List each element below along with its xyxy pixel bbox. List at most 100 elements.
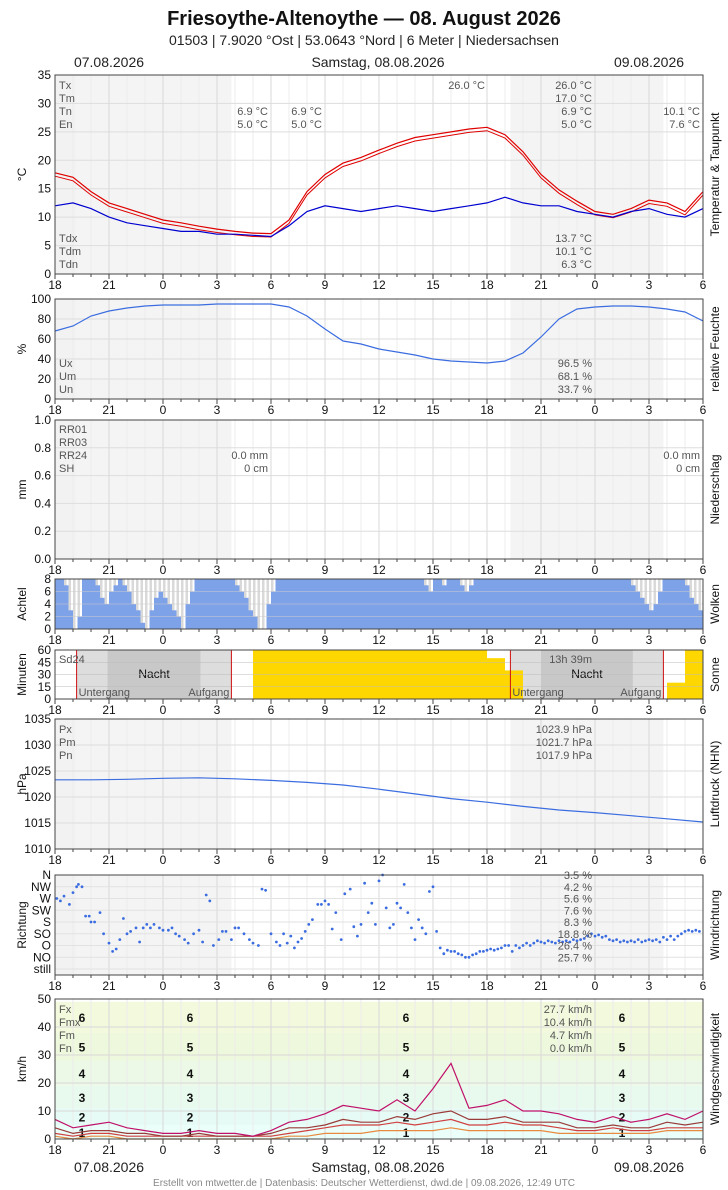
wind-direction-point bbox=[482, 950, 485, 953]
wind-direction-point bbox=[521, 944, 525, 947]
wind-direction-point bbox=[293, 946, 296, 950]
precipitation-xtick-label: 21 bbox=[102, 563, 116, 577]
wind-direction-point bbox=[98, 911, 102, 914]
sunshine-legend-name: Sd24 bbox=[59, 654, 85, 666]
wind-direction-point bbox=[593, 934, 597, 938]
clouds-xtick-label: 6 bbox=[700, 633, 707, 647]
date-left-top: 07.08.2026 bbox=[74, 54, 144, 70]
wind-direction-legend-value: 5.6 % bbox=[564, 894, 592, 906]
clouds-xtick-label: 12 bbox=[372, 633, 386, 647]
wind-direction-category-label: still bbox=[34, 962, 51, 976]
wind-direction-point bbox=[343, 892, 347, 896]
wind-direction-point bbox=[582, 937, 586, 940]
wind-speed-bft-label: 4 bbox=[619, 1067, 626, 1081]
precipitation-night-shade bbox=[55, 420, 77, 559]
humidity-xtick-label: 6 bbox=[700, 403, 707, 417]
clouds-bar bbox=[698, 610, 703, 630]
wind_speed-xtick-label: 15 bbox=[426, 1143, 440, 1157]
precipitation-ytick-label: 0.0 bbox=[34, 552, 51, 566]
wind_direction-xtick-label: 6 bbox=[268, 979, 275, 993]
humidity-xtick-label: 0 bbox=[592, 403, 599, 417]
wind-direction-point bbox=[406, 911, 410, 914]
sunshine-xtick-label: 6 bbox=[268, 703, 275, 717]
pressure-ytick-label: 1025 bbox=[24, 764, 51, 778]
sunshine-bar bbox=[667, 682, 685, 699]
wind-direction-point bbox=[311, 918, 314, 921]
clouds-bar bbox=[95, 585, 100, 630]
wind_direction-xtick-label: 3 bbox=[214, 979, 221, 993]
temperature-night-shade bbox=[76, 75, 232, 274]
clouds-ytick-label: 6 bbox=[44, 585, 51, 599]
wind-direction-point bbox=[428, 890, 431, 893]
precipitation-ytick-label: 0.4 bbox=[34, 496, 51, 510]
wind-direction-point bbox=[152, 923, 156, 926]
wind-direction-point bbox=[158, 926, 161, 930]
wind-direction-point bbox=[694, 928, 698, 932]
sunshine-xtick-label: 18 bbox=[480, 703, 494, 717]
wind-speed-ytick-label: 20 bbox=[38, 1076, 52, 1090]
clouds-bar bbox=[235, 585, 240, 630]
humidity-xtick-label: 12 bbox=[372, 403, 386, 417]
pressure-xtick-label: 6 bbox=[700, 853, 707, 867]
pressure-series-P bbox=[55, 777, 704, 823]
temperature-ytick-label: 10 bbox=[38, 210, 52, 224]
pressure-legend-value: 1023.9 hPa bbox=[536, 724, 593, 736]
pressure-night-shade bbox=[76, 719, 232, 849]
clouds-ytick-label: 8 bbox=[44, 572, 51, 586]
wind-direction-point bbox=[282, 932, 285, 936]
clouds-bar bbox=[428, 591, 433, 629]
clouds-xtick-label: 3 bbox=[214, 633, 221, 647]
wind-direction-point bbox=[377, 879, 381, 883]
clouds-bar bbox=[172, 610, 177, 630]
temperature-xtick-label: 21 bbox=[102, 278, 116, 292]
wind-direction-point bbox=[618, 940, 622, 944]
wind-direction-point bbox=[644, 939, 647, 943]
temperature-xtick-label: 3 bbox=[646, 278, 653, 292]
pressure-xtick-label: 0 bbox=[160, 853, 167, 867]
humidity-xtick-label: 21 bbox=[102, 403, 116, 417]
wind-speed-bft-label: 4 bbox=[79, 1067, 86, 1081]
clouds-bar bbox=[154, 597, 159, 630]
temperature-xtick-label: 21 bbox=[534, 278, 548, 292]
wind-direction-point bbox=[640, 940, 644, 944]
clouds-ytick-label: 2 bbox=[44, 610, 51, 624]
clouds-bar bbox=[271, 591, 276, 629]
wind_direction-right-label: Windrichtung bbox=[708, 890, 722, 960]
wind-direction-point bbox=[80, 885, 84, 889]
wind-direction-point bbox=[557, 939, 561, 943]
wind-direction-point bbox=[507, 944, 510, 947]
wind-direction-point bbox=[449, 950, 453, 953]
wind-direction-category-label: SW bbox=[32, 903, 52, 917]
pressure-legend-name: Pm bbox=[59, 737, 76, 749]
pressure-xtick-label: 18 bbox=[480, 853, 494, 867]
wind-direction-point bbox=[55, 897, 59, 900]
wind-direction-point bbox=[125, 932, 129, 936]
wind-speed-bft-label: 5 bbox=[619, 1041, 626, 1055]
clouds-bar bbox=[140, 622, 145, 630]
wind-direction-point bbox=[278, 944, 282, 947]
wind-direction-point bbox=[485, 948, 489, 952]
temperature-xtick-label: 18 bbox=[48, 278, 62, 292]
station-info: 01503 | 7.9020 °Ost | 53.0643 °Nord | 6 … bbox=[169, 32, 559, 48]
wind-direction-point bbox=[251, 941, 255, 945]
precipitation-xtick-label: 18 bbox=[480, 563, 494, 577]
wind-direction-point bbox=[75, 885, 78, 889]
clouds-bar bbox=[649, 610, 654, 630]
wind-direction-legend-value: 7.6 % bbox=[564, 905, 592, 917]
wind-direction-legend-value: 8.3 % bbox=[564, 917, 592, 929]
wind-direction-point bbox=[568, 940, 572, 944]
wind-direction-point bbox=[510, 950, 514, 953]
humidity-xtick-label: 0 bbox=[160, 403, 167, 417]
wind-direction-point bbox=[575, 939, 579, 943]
precipitation-legend-value: 0.0 mm bbox=[663, 450, 700, 462]
sunshine-xtick-label: 12 bbox=[372, 703, 386, 717]
wind-direction-point bbox=[93, 920, 96, 924]
wind-direction-point bbox=[597, 933, 600, 937]
wind_direction-xtick-label: 15 bbox=[426, 979, 440, 993]
humidity-legend-name: Um bbox=[59, 371, 76, 383]
wind_direction-xtick-label: 9 bbox=[322, 979, 329, 993]
precipitation-ytick-label: 0.6 bbox=[34, 469, 51, 483]
clouds-bar bbox=[253, 616, 258, 629]
precipitation-legend-name: RR24 bbox=[59, 450, 87, 462]
pressure-night-shade bbox=[55, 719, 77, 849]
